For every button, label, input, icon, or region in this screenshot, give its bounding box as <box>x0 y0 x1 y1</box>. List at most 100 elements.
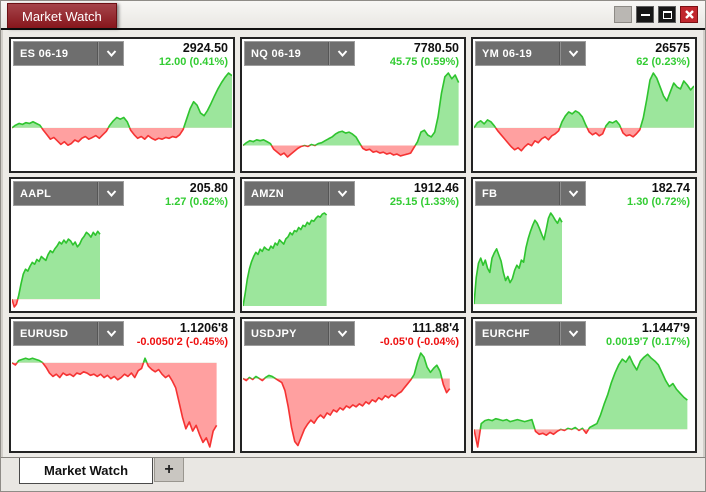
sparkline-chart <box>243 72 460 158</box>
blank-button[interactable] <box>614 6 632 23</box>
symbol-label: USDJPY <box>251 327 297 340</box>
symbol-dropdown-button[interactable] <box>560 182 585 205</box>
quote-values: 205.80 1.27 (0.62%) <box>165 181 231 209</box>
symbol-label: AAPL <box>20 187 52 200</box>
symbol-selector: NQ 06-19 <box>244 41 355 66</box>
chart-area <box>11 350 233 451</box>
bottom-tab-bar: Market Watch + <box>1 457 705 491</box>
quote-values: 1.1447'9 0.0019'7 (0.17%) <box>606 321 693 349</box>
window-titlebar: Market Watch <box>1 1 705 30</box>
quote-panel-header: USDJPY 111.88'4 -0.05'0 (-0.04%) <box>242 319 464 350</box>
symbol-selector: YM 06-19 <box>475 41 586 66</box>
symbol-dropdown-button[interactable] <box>329 322 354 345</box>
quote-panel-header: EURCHF 1.1447'9 0.0019'7 (0.17%) <box>473 319 695 350</box>
symbol-label: ES 06-19 <box>20 47 69 60</box>
symbol-button[interactable]: AAPL <box>14 182 98 205</box>
quote-panel-es-06-19: ES 06-19 2924.50 12.00 (0.41%) <box>9 37 235 173</box>
chevron-down-icon <box>337 190 347 197</box>
price-value: 7780.50 <box>413 41 459 55</box>
quote-panel-fb: FB 182.74 1.30 (0.72%) <box>471 177 697 313</box>
window-title: Market Watch <box>22 8 102 24</box>
price-value: 205.80 <box>189 181 228 195</box>
sparkline-chart <box>474 212 563 305</box>
chevron-down-icon <box>106 50 116 57</box>
chart-area <box>242 210 464 311</box>
window-controls <box>614 1 705 28</box>
symbol-button[interactable]: ES 06-19 <box>14 42 98 65</box>
symbol-button[interactable]: USDJPY <box>245 322 329 345</box>
symbol-selector: USDJPY <box>244 321 355 346</box>
chart-area <box>473 210 695 311</box>
minimize-icon <box>640 13 650 16</box>
bottom-tab-market-watch[interactable]: Market Watch <box>19 458 154 484</box>
symbol-selector: EURCHF <box>475 321 586 346</box>
sparkline-chart <box>474 353 688 448</box>
chart-area <box>242 70 464 171</box>
change-value: 25.15 (1.33%) <box>389 195 459 208</box>
price-value: 2924.50 <box>182 41 228 55</box>
sparkline-chart <box>243 352 451 447</box>
symbol-button[interactable]: EURUSD <box>14 322 98 345</box>
change-value: 12.00 (0.41%) <box>158 55 228 68</box>
price-value: 182.74 <box>651 181 690 195</box>
symbol-dropdown-button[interactable] <box>329 42 354 65</box>
chevron-down-icon <box>568 190 578 197</box>
symbol-dropdown-button[interactable] <box>560 322 585 345</box>
quote-panel-eurchf: EURCHF 1.1447'9 0.0019'7 (0.17%) <box>471 317 697 453</box>
close-icon <box>684 10 694 19</box>
quote-panel-nq-06-19: NQ 06-19 7780.50 45.75 (0.59%) <box>240 37 466 173</box>
price-value: 111.88'4 <box>412 321 459 335</box>
chart-area <box>242 350 464 451</box>
chevron-down-icon <box>337 330 347 337</box>
quote-values: 1912.46 25.15 (1.33%) <box>390 181 462 209</box>
change-value: 1.27 (0.62%) <box>165 195 228 208</box>
symbol-button[interactable]: EURCHF <box>476 322 560 345</box>
quote-panel-header: NQ 06-19 7780.50 45.75 (0.59%) <box>242 39 464 70</box>
quote-panel-usdjpy: USDJPY 111.88'4 -0.05'0 (-0.04%) <box>240 317 466 453</box>
price-value: 1.1447'9 <box>641 321 690 335</box>
change-value: 1.30 (0.72%) <box>627 195 690 208</box>
symbol-selector: FB <box>475 181 586 206</box>
quote-values: 1.1206'8 -0.0050'2 (-0.45%) <box>137 321 231 349</box>
symbol-button[interactable]: YM 06-19 <box>476 42 560 65</box>
change-value: 45.75 (0.59%) <box>389 55 459 68</box>
quote-values: 2924.50 12.00 (0.41%) <box>159 41 231 69</box>
maximize-button[interactable] <box>658 6 676 23</box>
symbol-button[interactable]: AMZN <box>245 182 329 205</box>
quote-panel-amzn: AMZN 1912.46 25.15 (1.33%) <box>240 177 466 313</box>
window-title-tab[interactable]: Market Watch <box>7 3 117 28</box>
symbol-label: AMZN <box>251 187 284 200</box>
change-value: 62 (0.23%) <box>636 55 690 68</box>
chart-area <box>11 70 233 171</box>
add-tab-button[interactable]: + <box>154 458 185 482</box>
symbol-dropdown-button[interactable] <box>98 322 123 345</box>
symbol-selector: EURUSD <box>13 321 124 346</box>
symbol-dropdown-button[interactable] <box>98 42 123 65</box>
symbol-label: YM 06-19 <box>482 47 533 60</box>
symbol-selector: ES 06-19 <box>13 41 124 66</box>
quote-values: 26575 62 (0.23%) <box>636 41 693 69</box>
quote-panel-eurusd: EURUSD 1.1206'8 -0.0050'2 (-0.45%) <box>9 317 235 453</box>
quote-panel-header: ES 06-19 2924.50 12.00 (0.41%) <box>11 39 233 70</box>
quote-panel-ym-06-19: YM 06-19 26575 62 (0.23%) <box>471 37 697 173</box>
chart-area <box>473 350 695 451</box>
quote-panel-aapl: AAPL 205.80 1.27 (0.62%) <box>9 177 235 313</box>
quote-panel-header: YM 06-19 26575 62 (0.23%) <box>473 39 695 70</box>
symbol-label: EURCHF <box>482 327 530 340</box>
quote-panel-header: FB 182.74 1.30 (0.72%) <box>473 179 695 210</box>
price-value: 1912.46 <box>413 181 459 195</box>
price-value: 26575 <box>655 41 690 55</box>
symbol-label: FB <box>482 187 498 200</box>
symbol-dropdown-button[interactable] <box>560 42 585 65</box>
symbol-dropdown-button[interactable] <box>98 182 123 205</box>
symbol-label: NQ 06-19 <box>251 47 302 60</box>
change-value: 0.0019'7 (0.17%) <box>606 335 690 348</box>
symbol-label: EURUSD <box>20 327 69 340</box>
quote-panel-header: AMZN 1912.46 25.15 (1.33%) <box>242 179 464 210</box>
minimize-button[interactable] <box>636 6 654 23</box>
symbol-button[interactable]: FB <box>476 182 560 205</box>
symbol-button[interactable]: NQ 06-19 <box>245 42 329 65</box>
close-button[interactable] <box>680 6 698 23</box>
change-value: -0.05'0 (-0.04%) <box>379 335 459 348</box>
symbol-dropdown-button[interactable] <box>329 182 354 205</box>
